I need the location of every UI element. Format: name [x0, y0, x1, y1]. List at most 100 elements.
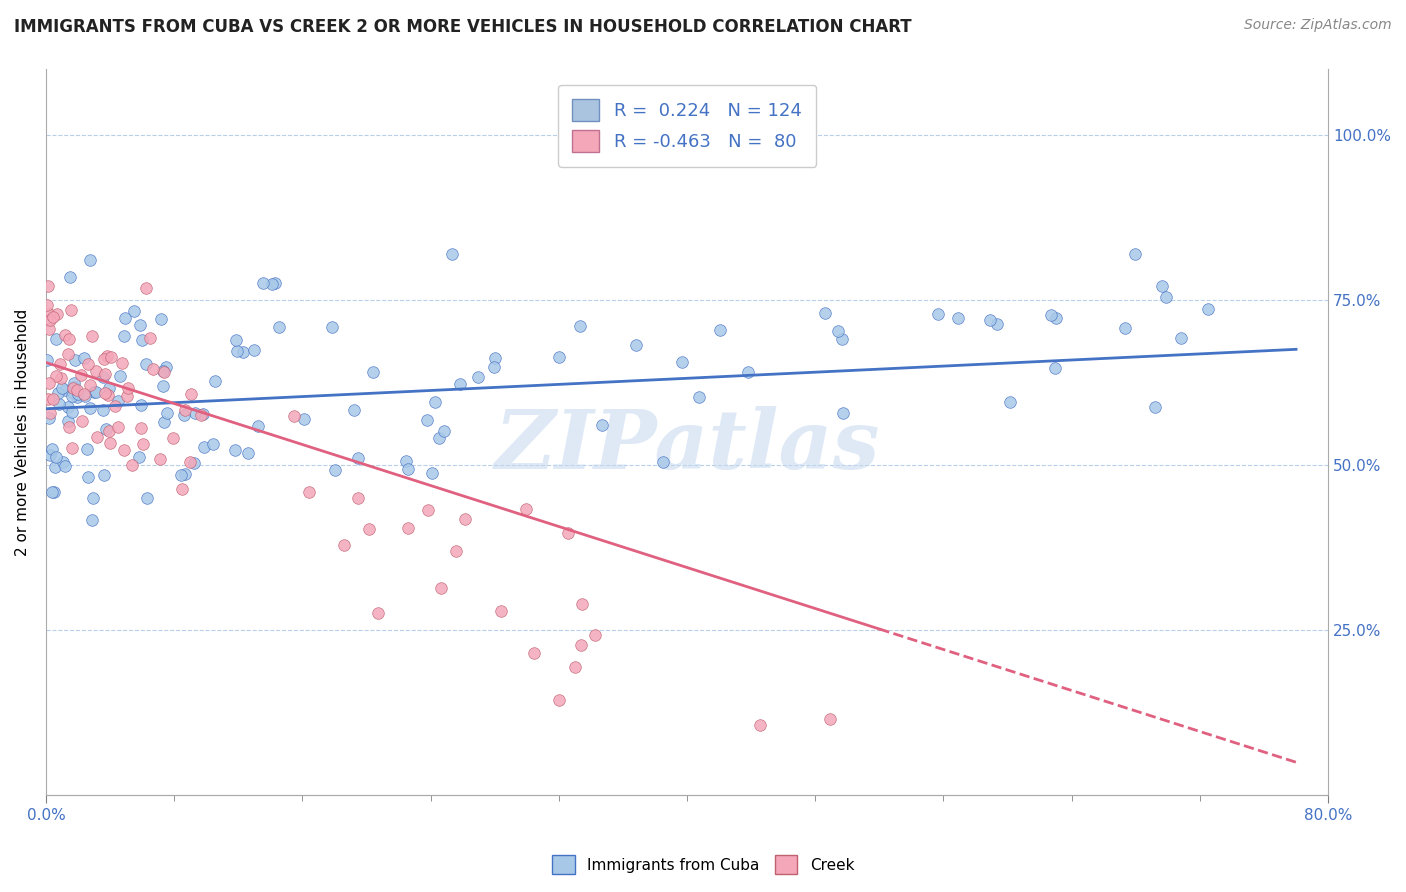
Point: [37, 298, 59, 312]
Point: [38, 407, 60, 421]
Point: [45, 450, 67, 464]
Point: [225, 333, 247, 347]
Point: [652, 455, 675, 469]
Point: [569, 319, 592, 334]
Point: [396, 520, 419, 534]
Point: [1144, 400, 1167, 414]
Point: [831, 332, 853, 346]
Point: [117, 389, 139, 403]
Point: [86, 384, 108, 399]
Text: ZIPatlas: ZIPatlas: [495, 407, 880, 486]
Point: [1125, 246, 1147, 260]
Point: [73, 351, 96, 365]
Legend: R =  0.224   N = 124, R = -0.463   N =  80: R = 0.224 N = 124, R = -0.463 N = 80: [558, 85, 817, 167]
Point: [45, 332, 67, 346]
Point: [283, 409, 305, 424]
Point: [523, 646, 546, 660]
Point: [48, 357, 70, 371]
Point: [75, 389, 97, 403]
Point: [107, 393, 129, 408]
Point: [37, 279, 59, 293]
Point: [569, 638, 592, 652]
Point: [927, 307, 949, 321]
Point: [142, 361, 165, 376]
Point: [66, 383, 89, 397]
Point: [190, 408, 212, 422]
Point: [52, 455, 75, 469]
Point: [688, 390, 710, 404]
Point: [62, 381, 84, 395]
Point: [416, 503, 439, 517]
Point: [224, 443, 246, 458]
Point: [93, 467, 115, 482]
Point: [112, 329, 135, 343]
Point: [449, 376, 471, 391]
Point: [359, 522, 381, 536]
Point: [1114, 321, 1136, 335]
Point: [58, 332, 80, 346]
Point: [246, 419, 269, 434]
Point: [132, 437, 155, 451]
Point: [97, 424, 120, 438]
Point: [86, 430, 108, 444]
Point: [94, 385, 117, 400]
Point: [262, 277, 284, 292]
Point: [65, 390, 87, 404]
Point: [571, 597, 593, 611]
Point: [97, 387, 120, 401]
Point: [51, 380, 73, 394]
Point: [91, 403, 114, 417]
Point: [998, 395, 1021, 409]
Point: [564, 660, 586, 674]
Point: [292, 411, 315, 425]
Y-axis label: 2 or more Vehicles in Household: 2 or more Vehicles in Household: [15, 309, 30, 556]
Point: [173, 402, 195, 417]
Point: [58, 420, 80, 434]
Point: [737, 365, 759, 379]
Point: [63, 379, 86, 393]
Point: [814, 306, 837, 320]
Point: [82, 329, 104, 343]
Point: [136, 491, 159, 506]
Point: [321, 320, 343, 334]
Point: [427, 431, 450, 445]
Point: [38, 322, 60, 336]
Point: [135, 281, 157, 295]
Point: [60, 384, 83, 399]
Point: [298, 484, 321, 499]
Point: [48, 397, 70, 411]
Point: [77, 470, 100, 484]
Point: [202, 436, 225, 450]
Point: [432, 424, 454, 438]
Point: [117, 381, 139, 395]
Point: [56, 400, 79, 414]
Point: [60, 441, 83, 455]
Point: [183, 456, 205, 470]
Point: [367, 606, 389, 620]
Point: [45, 369, 67, 384]
Point: [591, 417, 613, 432]
Point: [832, 406, 855, 420]
Point: [179, 455, 201, 469]
Point: [343, 402, 366, 417]
Point: [252, 276, 274, 290]
Point: [149, 452, 172, 467]
Point: [51, 371, 73, 385]
Point: [226, 343, 249, 358]
Point: [236, 445, 259, 459]
Point: [83, 385, 105, 400]
Point: [1045, 311, 1067, 326]
Point: [361, 365, 384, 379]
Point: [129, 318, 152, 333]
Point: [346, 451, 368, 466]
Point: [515, 501, 537, 516]
Point: [264, 276, 287, 290]
Point: [131, 398, 153, 412]
Point: [110, 369, 132, 384]
Point: [84, 364, 107, 378]
Point: [454, 512, 477, 526]
Point: [152, 366, 174, 380]
Point: [94, 421, 117, 435]
Point: [63, 376, 86, 390]
Point: [139, 331, 162, 345]
